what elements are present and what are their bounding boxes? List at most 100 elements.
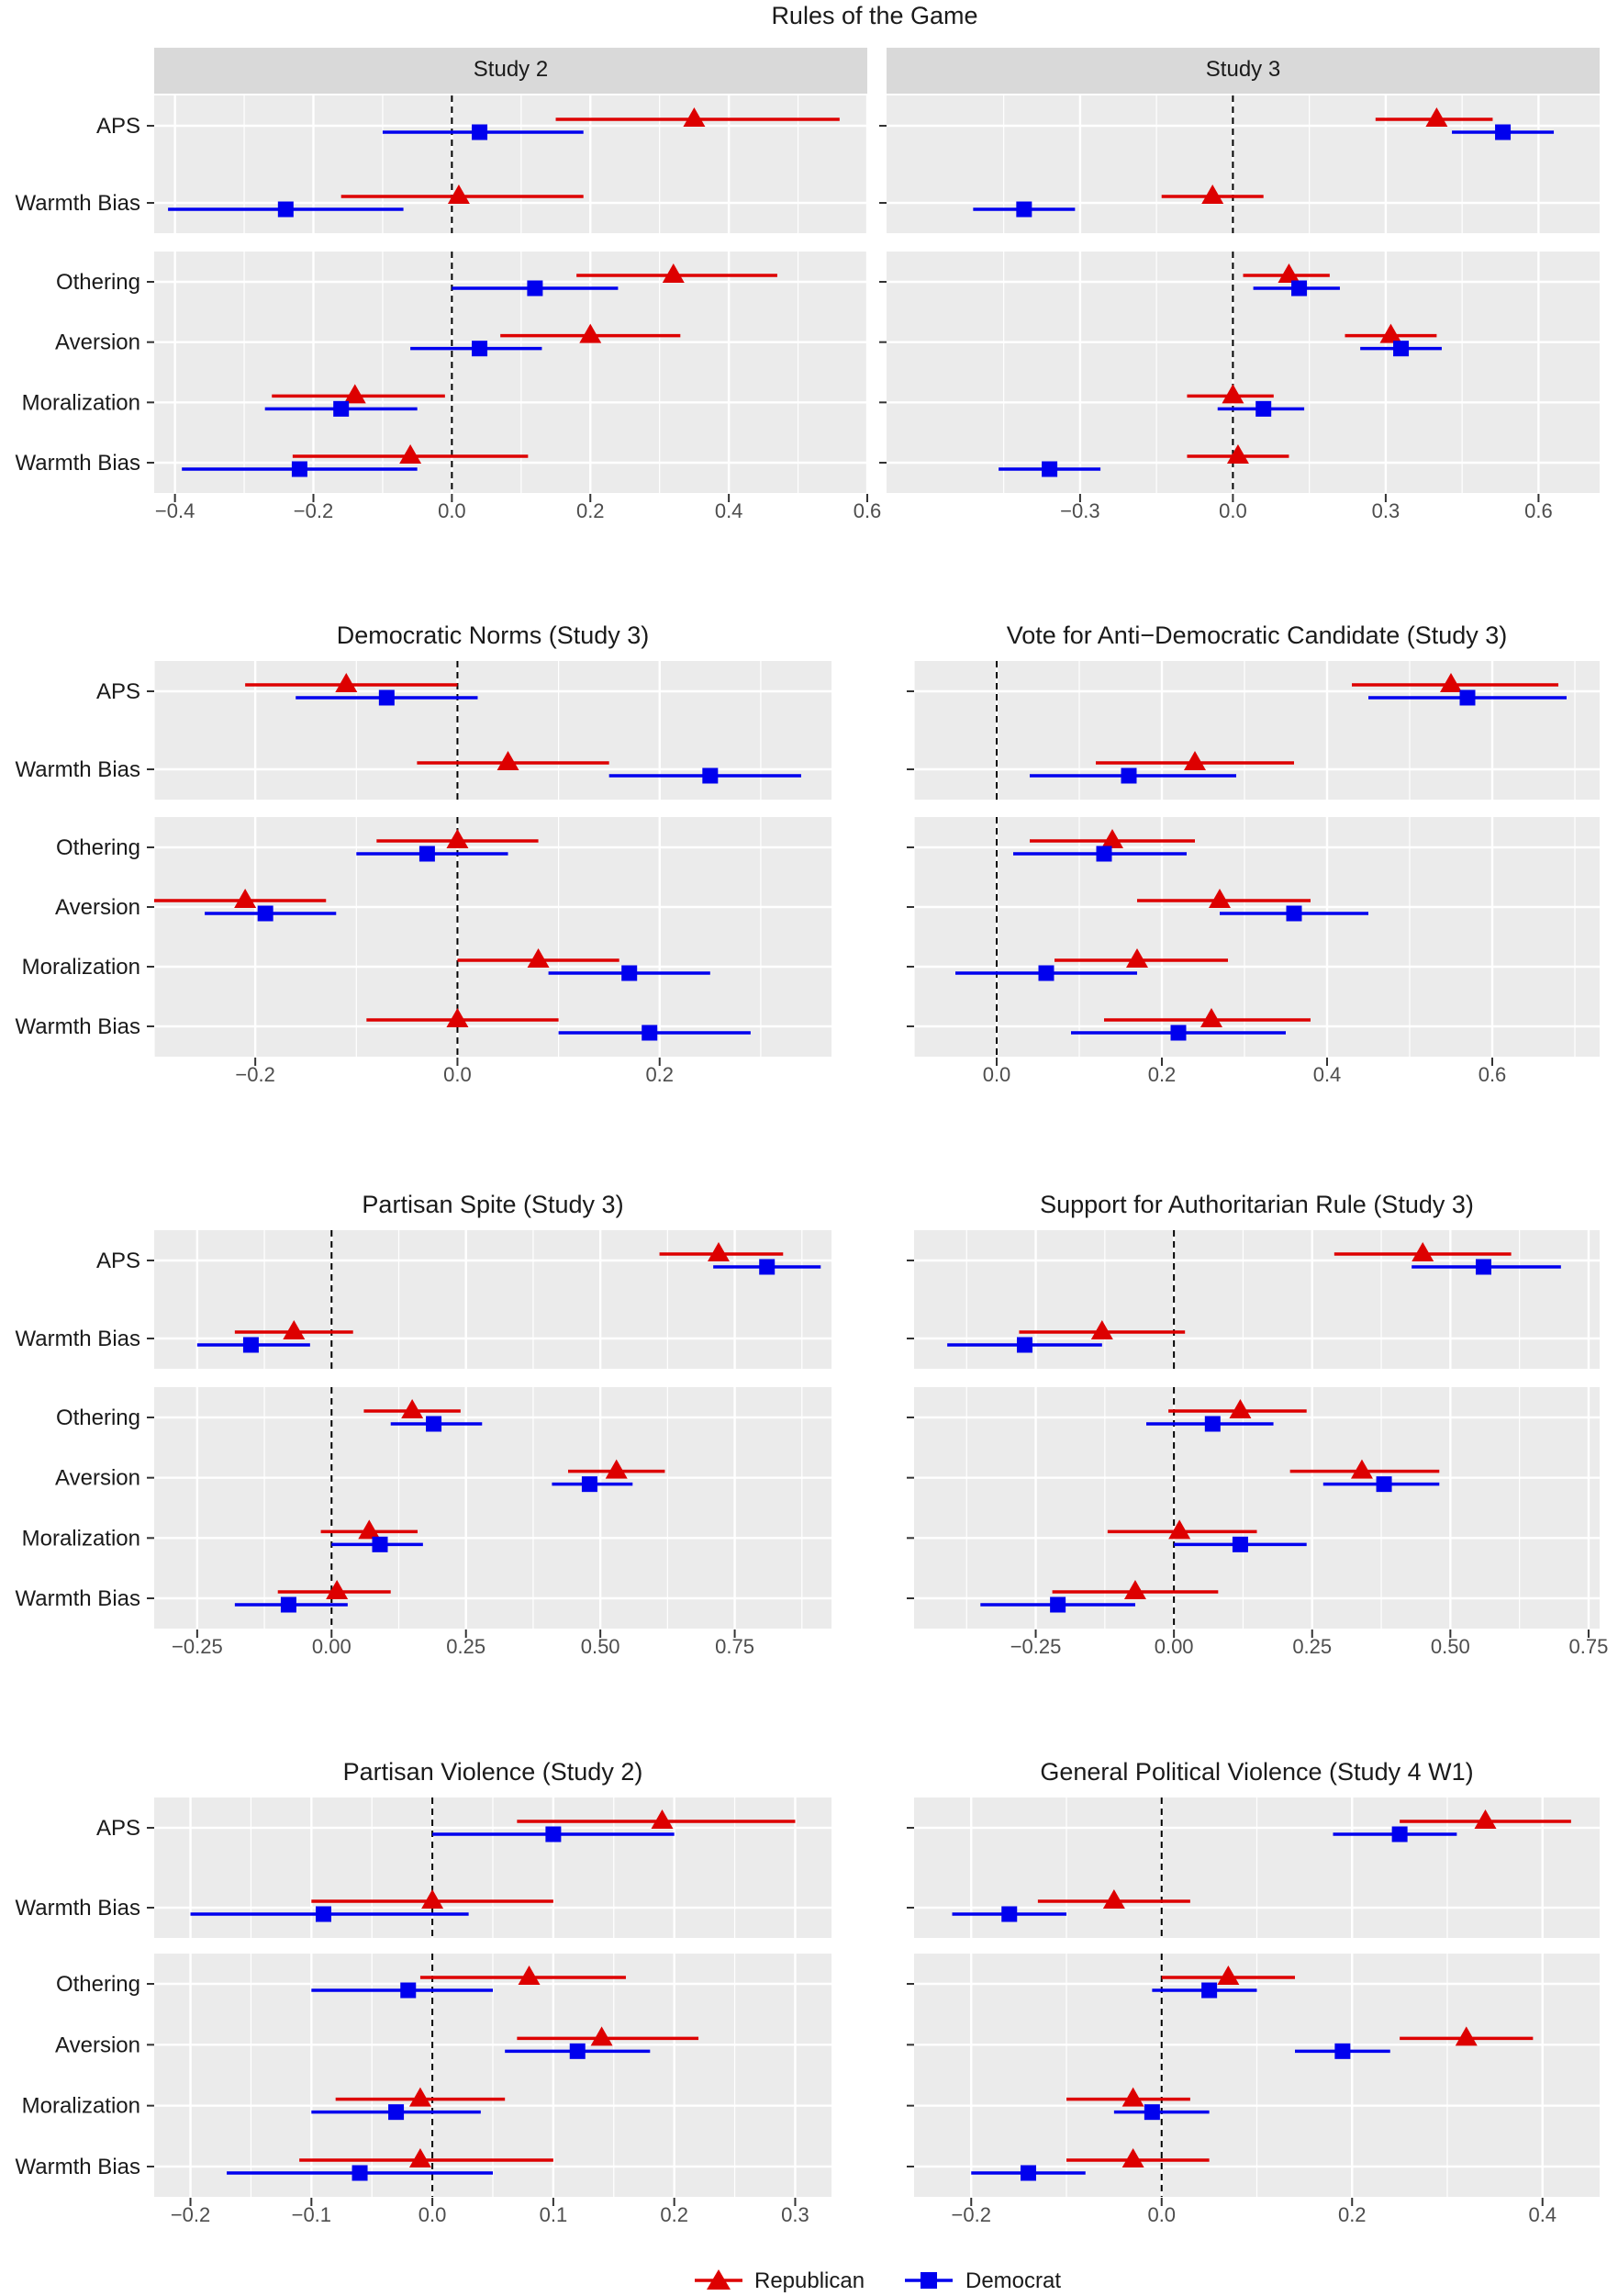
republican-point xyxy=(518,1966,541,1985)
democrat-point xyxy=(291,461,307,477)
republican-point xyxy=(1209,889,1231,908)
democrat-point xyxy=(351,2165,368,2181)
republican-point xyxy=(1090,1320,1113,1339)
republican-point xyxy=(1123,1580,1146,1599)
x-tick-label: 0.0 xyxy=(1219,499,1247,522)
category-label: Othering xyxy=(56,1972,140,1997)
democrat-point xyxy=(316,1906,331,1922)
democrat-point xyxy=(1021,2165,1036,2181)
republican-point xyxy=(1184,751,1206,770)
republican-point xyxy=(1102,1889,1125,1909)
x-tick-label: 0.4 xyxy=(1528,2203,1557,2226)
figure-title: Rules of the Game xyxy=(771,2,977,29)
x-tick-label: 0.2 xyxy=(645,1063,674,1086)
democrat-point xyxy=(1376,1476,1392,1493)
category-label: Warmth Bias xyxy=(16,1327,140,1351)
panel-title: Vote for Anti−Democratic Candidate (Stud… xyxy=(1007,622,1508,649)
democrat-point xyxy=(1201,1982,1218,1999)
democrat-point xyxy=(242,1337,259,1353)
facet-strip-label: Study 2 xyxy=(474,57,548,82)
republican-point xyxy=(651,1809,674,1829)
democrat-point xyxy=(1393,341,1410,357)
panel-background xyxy=(154,1387,831,1629)
democrat-point xyxy=(418,846,435,862)
republican-point xyxy=(1455,2026,1478,2046)
republican-point xyxy=(408,2148,431,2167)
democrat-point xyxy=(621,965,638,981)
republican-point xyxy=(1412,1242,1434,1261)
x-tick-label: 0.50 xyxy=(1431,1635,1470,1658)
legend: Republican Democrat xyxy=(695,2268,1061,2293)
republican-point xyxy=(497,751,519,770)
republican-point xyxy=(326,1580,349,1599)
republican-point xyxy=(408,2087,431,2107)
republican-point xyxy=(446,1008,469,1027)
republican-point xyxy=(447,185,470,204)
republican-point xyxy=(1201,185,1224,204)
x-tick-label: 0.25 xyxy=(1292,1635,1332,1658)
category-label: Moralization xyxy=(22,390,140,415)
x-tick-label: −0.2 xyxy=(294,499,333,522)
x-tick-label: 0.25 xyxy=(446,1635,485,1658)
category-label: APS xyxy=(96,1816,140,1841)
republican-point xyxy=(1440,673,1462,692)
democrat-point xyxy=(333,400,350,417)
category-label: Aversion xyxy=(55,1466,140,1491)
x-tick-label: 0.3 xyxy=(1372,499,1400,522)
category-label: APS xyxy=(96,1249,140,1273)
facet-strip xyxy=(887,48,1600,94)
panel-title: Partisan Violence (Study 2) xyxy=(343,1758,643,1786)
republican-point xyxy=(421,1889,444,1909)
democrat-point xyxy=(1121,767,1137,784)
republican-point xyxy=(1226,444,1249,464)
democrat-point xyxy=(1016,201,1032,218)
category-label: Othering xyxy=(56,835,140,860)
x-tick-label: 0.2 xyxy=(1338,2203,1367,2226)
democrat-point xyxy=(1001,1906,1018,1922)
chart-panel-4: Vote for Anti−Democratic Candidate (Stud… xyxy=(907,622,1600,1086)
democrat-point xyxy=(1144,2104,1160,2121)
republican-point xyxy=(1101,829,1123,848)
x-tick-label: 0.00 xyxy=(312,1635,351,1658)
democrat-point xyxy=(472,124,488,140)
republican-point xyxy=(358,1519,381,1540)
panel-background xyxy=(887,95,1600,233)
category-label: Moralization xyxy=(22,1526,140,1551)
democrat-point xyxy=(1255,400,1272,417)
chart-panel-6: Support for Authoritarian Rule (Study 3)… xyxy=(907,1191,1608,1658)
panel-title: Support for Authoritarian Rule (Study 3) xyxy=(1040,1191,1474,1218)
democrat-point xyxy=(1038,965,1054,981)
x-tick-label: −0.2 xyxy=(235,1063,274,1086)
republican-point xyxy=(683,107,706,127)
x-tick-label: −0.1 xyxy=(292,2203,331,2226)
panel-title: Democratic Norms (Study 3) xyxy=(337,622,650,649)
x-tick-label: 0.1 xyxy=(540,2203,568,2226)
republican-point xyxy=(1168,1519,1191,1540)
category-label: Aversion xyxy=(55,2033,140,2057)
x-tick-label: −0.25 xyxy=(1010,1635,1062,1658)
democrat-point xyxy=(702,767,719,784)
republican-point xyxy=(1425,107,1448,127)
republican-point xyxy=(708,1242,730,1261)
democrat-point xyxy=(1204,1416,1221,1432)
x-tick-label: −0.25 xyxy=(172,1635,223,1658)
x-tick-label: −0.3 xyxy=(1060,499,1099,522)
democrat-point xyxy=(1232,1536,1248,1552)
democrat-point xyxy=(1459,689,1476,706)
democrat-point xyxy=(1495,124,1512,140)
x-tick-label: 0.4 xyxy=(715,499,743,522)
republican-point xyxy=(335,673,358,692)
legend-republican-label: Republican xyxy=(754,2268,865,2293)
category-label: Warmth Bias xyxy=(16,1896,140,1921)
x-tick-label: −0.4 xyxy=(155,499,195,522)
democrat-point xyxy=(372,1536,388,1552)
democrat-point xyxy=(569,2043,586,2059)
republican-point xyxy=(399,444,422,464)
democrat-point xyxy=(378,689,395,706)
republican-point xyxy=(579,323,602,343)
category-label: APS xyxy=(96,679,140,704)
facet-strip-label: Study 3 xyxy=(1206,57,1280,82)
panel-title: Partisan Spite (Study 3) xyxy=(362,1191,623,1218)
republican-point xyxy=(1126,948,1148,968)
republican-point xyxy=(234,889,257,908)
